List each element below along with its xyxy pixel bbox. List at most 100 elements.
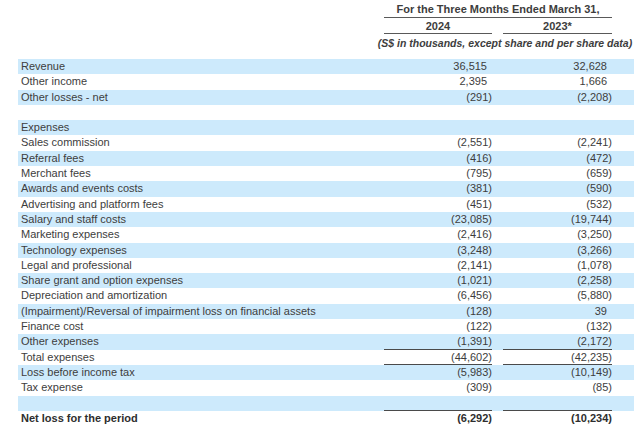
row-right-spacer — [612, 396, 634, 411]
table-row: Other losses - net(291)(2,208) — [18, 90, 634, 105]
value-2024: (5,983) — [384, 365, 492, 380]
row-right-spacer — [612, 350, 634, 365]
row-label: Awards and events costs — [18, 181, 384, 196]
table-row: Awards and events costs(381)(590) — [18, 181, 634, 196]
value-2023: 1,666 — [503, 74, 612, 89]
table-row: (Impairment)/Reversal of impairment loss… — [18, 304, 634, 319]
value-2024: (451) — [384, 197, 492, 212]
table-row: Salary and staff costs(23,085) (19,744) — [18, 212, 634, 227]
value-2024: (381) — [384, 181, 492, 196]
row-right-spacer — [612, 319, 634, 334]
row-right-spacer — [612, 151, 634, 166]
value-2024: (1,391) — [384, 334, 492, 349]
row-label: Other losses - net — [18, 90, 384, 105]
row-label: Loss before income tax — [18, 365, 384, 380]
row-label: Merchant fees — [18, 166, 384, 181]
value-2024: (23,085) — [384, 212, 492, 227]
row-label: Technology expenses — [18, 243, 384, 258]
value-2024: (291) — [384, 90, 492, 105]
table-row: Referral fees(416)(472) — [18, 151, 634, 166]
row-right-spacer — [612, 90, 634, 105]
row-right-spacer — [612, 74, 634, 89]
value-2024: 2,395 — [384, 74, 492, 89]
table-row: Marketing expenses(2,416)(3,250) — [18, 227, 634, 242]
row-label: Total expenses — [18, 350, 384, 365]
row-label: Referral fees — [18, 151, 384, 166]
value-2023: (472) — [503, 151, 612, 166]
row-right-spacer — [612, 243, 634, 258]
value-2024: (2,416) — [384, 227, 492, 242]
value-2024: (6,456) — [384, 288, 492, 303]
value-2023: 39 — [503, 304, 612, 319]
value-2023: (2,172) — [503, 334, 612, 349]
table-row: Finance cost(122)(132) — [18, 319, 634, 334]
value-2024: 36,515 — [384, 59, 492, 74]
value-2023: (2,241) — [503, 135, 612, 150]
value-2023: (10,149) — [503, 365, 612, 380]
value-2023: (532) — [503, 197, 612, 212]
value-2024: (309) — [384, 380, 492, 395]
row-right-spacer — [612, 181, 634, 196]
value-2023: (132) — [503, 319, 612, 334]
value-2023 — [503, 396, 612, 411]
value-2024: (6,292) — [384, 411, 492, 426]
row-label: Other income — [18, 74, 384, 89]
row-right-spacer — [612, 135, 634, 150]
value-2024: (1,021) — [384, 273, 492, 288]
value-2023: (3,266) — [503, 243, 612, 258]
row-right-spacer — [612, 59, 634, 74]
value-2024: (128) — [384, 304, 492, 319]
value-2023: (42,235) — [503, 350, 612, 365]
table-row: Legal and professional(2,141) (1,078) — [18, 258, 634, 273]
row-label: Salary and staff costs — [18, 212, 384, 227]
value-2023: (85) — [503, 380, 612, 395]
row-label — [18, 105, 384, 120]
row-label: Legal and professional — [18, 258, 384, 273]
row-right-spacer — [612, 334, 634, 349]
row-label: Advertising and platform fees — [18, 197, 384, 212]
table-row: Advertising and platform fees(451) (532) — [18, 197, 634, 212]
row-right-spacer — [612, 212, 634, 227]
row-right-spacer — [612, 166, 634, 181]
value-2024: (795) — [384, 166, 492, 181]
value-2024 — [384, 105, 492, 120]
row-label: Revenue — [18, 59, 384, 74]
table-row: Loss before income tax(5,983) (10,149) — [18, 365, 634, 380]
value-2023: (5,880) — [503, 288, 612, 303]
table-row: Depreciation and amortization(6,456) (5,8… — [18, 288, 634, 303]
value-2023: 32,628 — [503, 59, 612, 74]
table-row: Sales commission(2,551)(2,241) — [18, 135, 634, 150]
row-label — [18, 396, 384, 411]
table-row: Technology expenses(3,248) (3,266) — [18, 243, 634, 258]
value-2023: (2,258) — [503, 273, 612, 288]
value-2023: (1,078) — [503, 258, 612, 273]
row-right-spacer — [612, 227, 634, 242]
value-2024 — [384, 396, 492, 411]
row-label: Expenses — [18, 120, 384, 135]
value-2024 — [384, 120, 492, 135]
table-row: Merchant fees(795) (659) — [18, 166, 634, 181]
value-2024: (44,602) — [384, 350, 492, 365]
value-2023: (659) — [503, 166, 612, 181]
row-right-spacer — [612, 288, 634, 303]
value-2023: (19,744) — [503, 212, 612, 227]
value-2024: (2,551) — [384, 135, 492, 150]
table-row: Other expenses(1,391) (2,172) — [18, 334, 634, 349]
row-right-spacer — [612, 197, 634, 212]
row-label: Depreciation and amortization — [18, 288, 384, 303]
row-right-spacer — [612, 105, 634, 120]
table-row — [18, 396, 634, 411]
table-row: Share grant and option expenses(1,021) (2… — [18, 273, 634, 288]
value-2024: (3,248) — [384, 243, 492, 258]
row-label: Other expenses — [18, 334, 384, 349]
row-label: Share grant and option expenses — [18, 273, 384, 288]
row-right-spacer — [612, 273, 634, 288]
row-right-spacer — [612, 380, 634, 395]
row-right-spacer — [612, 258, 634, 273]
row-label: Tax expense — [18, 380, 384, 395]
row-label: Marketing expenses — [18, 227, 384, 242]
value-2023 — [503, 105, 612, 120]
units-note: (S$ in thousands, except share and per s… — [374, 37, 636, 49]
value-2024: (2,141) — [384, 258, 492, 273]
period-header: For the Three Months Ended March 31, — [384, 3, 612, 18]
